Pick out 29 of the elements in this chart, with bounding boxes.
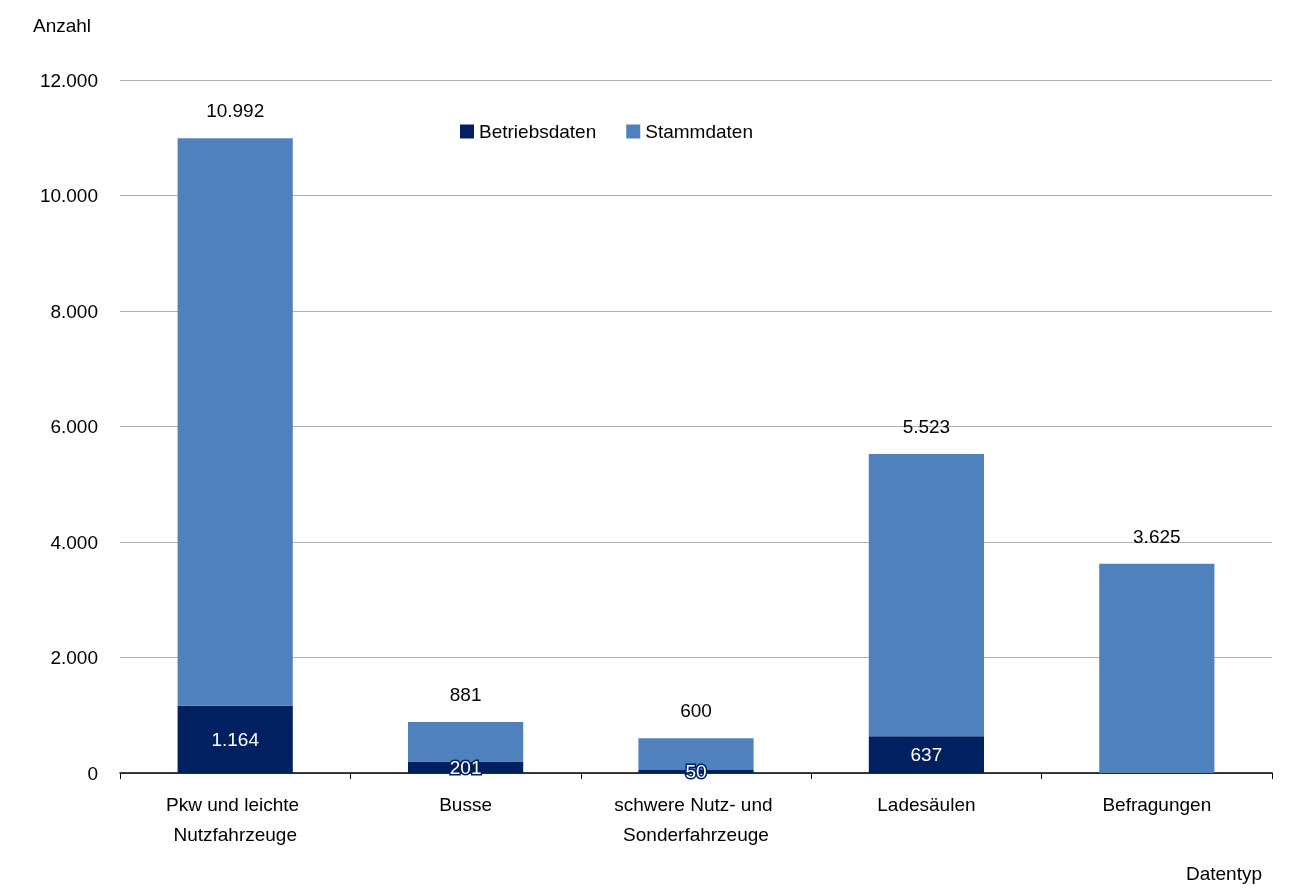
x-axis-title: Datentyp bbox=[1185, 863, 1262, 884]
x-tick-label: Pkw und leichte Nutzfahrzeuge bbox=[166, 793, 305, 845]
x-tick-label: schwere Nutz- und Sonderfahrzeuge bbox=[614, 793, 778, 845]
x-tick-label: Busse bbox=[439, 793, 493, 815]
total-label: 600 bbox=[680, 700, 712, 722]
bar bbox=[408, 722, 524, 762]
legend-label: Stammdaten bbox=[645, 121, 753, 142]
total-label: 5.523 bbox=[902, 416, 951, 438]
y-tick-label: 0 bbox=[87, 762, 98, 784]
x-tick-label: Befragungen bbox=[1102, 793, 1212, 815]
y-axis-title: Anzahl bbox=[33, 15, 92, 36]
y-tick-label: 12.000 bbox=[39, 69, 98, 91]
data-label: 201 bbox=[449, 756, 482, 778]
bar bbox=[868, 454, 984, 737]
bar bbox=[177, 705, 293, 773]
total-label: 3.625 bbox=[1133, 525, 1181, 547]
y-tick-label: 8.000 bbox=[50, 300, 98, 322]
total-label: 10.992 bbox=[206, 100, 265, 122]
data-label: 637 bbox=[910, 744, 943, 766]
bar bbox=[177, 138, 293, 706]
total-label: 881 bbox=[449, 684, 482, 706]
y-tick-label: 10.000 bbox=[39, 185, 98, 206]
data-label: 1.164 bbox=[211, 728, 260, 750]
bar bbox=[1099, 563, 1215, 773]
y-tick-label: 4.000 bbox=[50, 531, 98, 553]
y-tick-label: 6.000 bbox=[50, 416, 98, 437]
y-tick-label: 2.000 bbox=[50, 647, 98, 668]
x-tick-label: Ladesäulen bbox=[877, 793, 976, 815]
legend-label: Betriebsdaten bbox=[479, 121, 597, 142]
